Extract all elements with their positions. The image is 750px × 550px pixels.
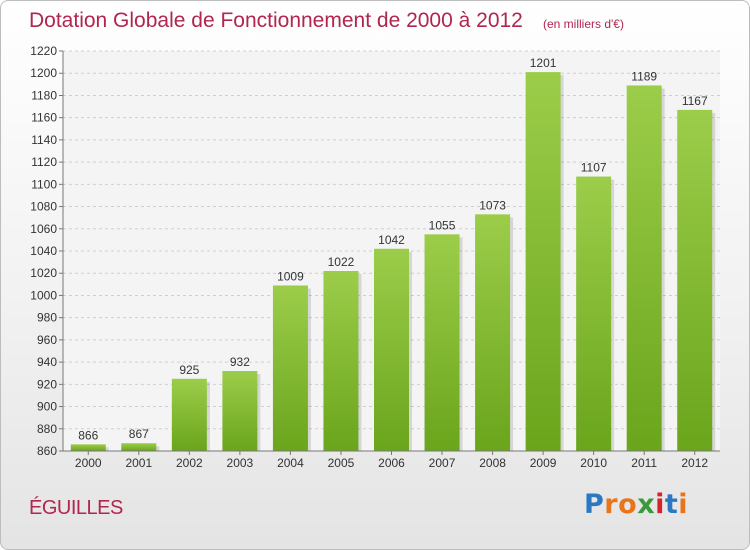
bar xyxy=(272,285,308,451)
bar-value-label: 1189 xyxy=(631,69,657,83)
x-tick-label: 2009 xyxy=(530,456,557,470)
y-tick-label: 1160 xyxy=(31,111,57,125)
bar xyxy=(424,234,460,451)
bar-value-label: 1167 xyxy=(682,94,708,108)
bar-value-label: 866 xyxy=(78,428,98,442)
y-tick-label: 960 xyxy=(37,333,57,347)
y-tick-label: 1140 xyxy=(31,133,57,147)
bar xyxy=(475,214,511,451)
x-tick-label: 2007 xyxy=(429,456,456,470)
x-tick-label: 2003 xyxy=(227,456,254,470)
bar-value-label: 925 xyxy=(179,363,199,377)
bar-value-label: 1201 xyxy=(530,56,557,70)
bar xyxy=(121,443,157,451)
logo-letter: P xyxy=(584,489,605,520)
x-tick-label: 2001 xyxy=(125,456,152,470)
bar-value-label: 1055 xyxy=(429,218,456,232)
logo-letter: x xyxy=(637,489,656,520)
y-tick-label: 980 xyxy=(37,311,57,325)
chart-subtitle: (en milliers d'€) xyxy=(543,17,624,31)
bar xyxy=(677,109,713,451)
bar xyxy=(222,371,258,451)
bar xyxy=(374,248,409,451)
axes: 860 880 900 920 940 960 980 1000 1020 1040 1060 108… xyxy=(30,44,720,470)
bar-value-label: 932 xyxy=(230,355,250,369)
y-tick-label: 1040 xyxy=(30,244,57,258)
y-tick-label: 1020 xyxy=(30,266,57,280)
bars: 866 867 925 932 1009 1022 1042 1055 1073 1201 1107… xyxy=(70,56,716,452)
y-tick-label: 920 xyxy=(37,377,57,391)
x-tick-label: 2002 xyxy=(176,456,203,470)
x-tick-label: 2012 xyxy=(681,456,708,470)
y-tick-label: 900 xyxy=(37,400,57,414)
logo-letter: o xyxy=(618,489,638,520)
y-tick-label: 1080 xyxy=(30,200,57,214)
bar-value-label: 867 xyxy=(129,427,149,441)
y-tick-label: 1100 xyxy=(31,177,57,191)
logo-letter: i xyxy=(655,489,665,520)
y-tick-label: 1120 xyxy=(31,155,57,169)
logo-letter: t xyxy=(664,489,679,520)
y-tick-label: 880 xyxy=(37,422,57,436)
logo-letter: r xyxy=(604,489,619,520)
x-tick-label: 2011 xyxy=(631,456,657,470)
y-tick-label: 1220 xyxy=(30,44,57,58)
bar xyxy=(525,72,561,451)
y-tick-label: 1000 xyxy=(30,288,57,302)
y-tick-label: 1060 xyxy=(30,222,57,236)
bar xyxy=(171,378,207,451)
proxiti-logo[interactable]: Proxiti xyxy=(584,489,688,520)
x-tick-label: 2005 xyxy=(328,456,355,470)
x-tick-label: 2008 xyxy=(479,456,506,470)
bar-value-label: 1022 xyxy=(328,255,355,269)
y-tick-label: 860 xyxy=(37,444,57,458)
bar-value-label: 1107 xyxy=(581,161,607,175)
y-tick-label: 940 xyxy=(37,355,57,369)
bar xyxy=(626,85,662,451)
bar-value-label: 1042 xyxy=(378,233,405,247)
y-tick-label: 1180 xyxy=(31,88,57,102)
logo-letter: i xyxy=(678,489,689,520)
bar-value-label: 1073 xyxy=(479,198,506,212)
y-tick-label: 1200 xyxy=(30,66,57,80)
x-tick-label: 2000 xyxy=(75,456,102,470)
bar xyxy=(323,271,359,451)
x-tick-label: 2004 xyxy=(277,456,304,470)
x-tick-label: 2010 xyxy=(580,456,607,470)
bar xyxy=(70,444,106,451)
bar-value-label: 1009 xyxy=(277,269,304,283)
commune-name: ÉGUILLES xyxy=(29,497,123,519)
chart-title: Dotation Globale de Fonctionnement de 20… xyxy=(29,9,523,32)
x-tick-label: 2006 xyxy=(378,456,405,470)
bar xyxy=(576,176,612,452)
